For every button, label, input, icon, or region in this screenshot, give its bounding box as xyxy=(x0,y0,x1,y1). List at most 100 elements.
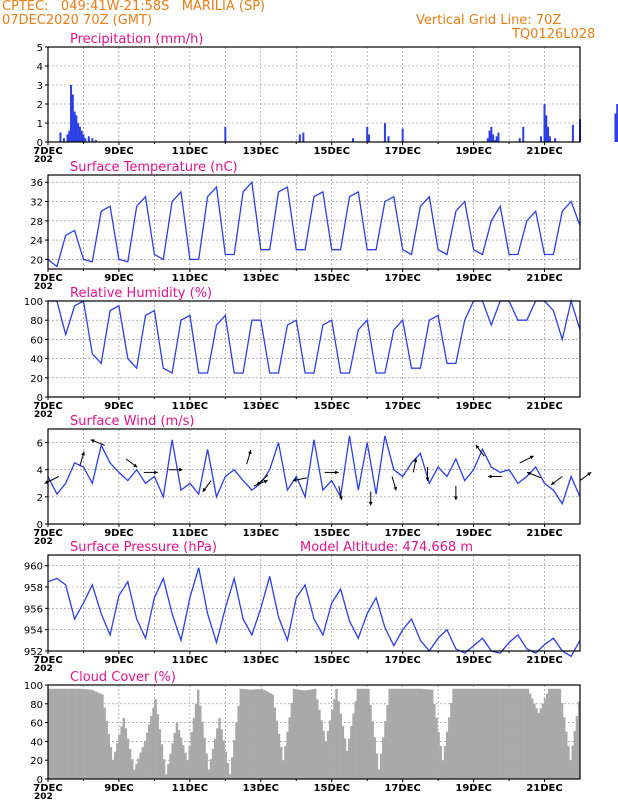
cloud-bar xyxy=(320,720,323,779)
cloud-bar xyxy=(213,738,217,779)
y-tick-label: 2 xyxy=(37,100,43,111)
cloud-bar xyxy=(537,713,540,779)
cloud-bar xyxy=(167,763,170,779)
y-tick-label: 20 xyxy=(30,374,43,385)
y-tick-label: 3 xyxy=(37,81,43,92)
cloud-bar xyxy=(290,703,294,779)
x-tick-label: 15DEC xyxy=(314,655,350,666)
cloud-bar xyxy=(554,688,557,779)
cloud-bar xyxy=(226,763,230,779)
cloud-bar xyxy=(371,721,374,779)
cloud-bar xyxy=(286,731,289,779)
cloud-bar xyxy=(184,752,187,779)
cloud-bar xyxy=(424,689,428,779)
cloud-bar xyxy=(128,748,132,779)
cloud-bar xyxy=(260,688,264,779)
precip-bar xyxy=(488,130,491,142)
cloud-bar xyxy=(388,688,391,779)
x-tick-label: 13DEC xyxy=(243,783,279,794)
cloud-bar xyxy=(450,703,453,779)
cloud-bar xyxy=(126,738,130,779)
cloud-bar xyxy=(403,688,406,779)
cloud-bar xyxy=(258,688,262,779)
cloud-bar xyxy=(207,769,211,779)
cloud-bar xyxy=(50,688,53,779)
x-tick-label: 13DEC xyxy=(243,401,279,412)
cloud-bar xyxy=(505,688,508,779)
cloud-bar xyxy=(482,688,485,779)
year-label: 202 xyxy=(34,792,53,800)
cloud-bar xyxy=(341,725,345,779)
cloud-bar xyxy=(65,688,68,779)
cloud-bar xyxy=(509,688,513,779)
cloud-bar xyxy=(99,693,102,779)
cloud-bar xyxy=(194,703,198,779)
cloud-bar xyxy=(239,688,242,779)
x-tick-label: 7DEC xyxy=(33,273,62,284)
x-tick-label: 11DEC xyxy=(172,655,208,666)
cloud-bar xyxy=(116,743,119,779)
wind-arrowhead xyxy=(90,439,95,443)
cloud-bar xyxy=(501,688,504,779)
wind-arrowhead xyxy=(488,474,492,479)
cloud-bar xyxy=(526,688,530,779)
cloud-bar xyxy=(165,774,168,779)
cloud-bar xyxy=(77,688,81,779)
cloud-bar xyxy=(94,691,98,779)
precip-bar xyxy=(547,126,550,142)
cloud-bar xyxy=(301,690,304,779)
precip-bar xyxy=(91,138,94,142)
precip-bar xyxy=(66,134,69,142)
precip-bar xyxy=(548,136,551,142)
year-label: 202 xyxy=(34,282,53,292)
cloud-bar xyxy=(479,688,483,779)
cloud-bar xyxy=(465,688,468,779)
x-tick-label: 9DEC xyxy=(104,528,133,539)
x-tick-label: 15DEC xyxy=(314,273,350,284)
cloud-bar xyxy=(130,759,134,779)
cloud-bar xyxy=(567,745,570,779)
x-tick-label: 21DEC xyxy=(526,655,562,666)
precip-bar xyxy=(493,140,496,142)
cloud-bar xyxy=(113,751,117,779)
y-tick-label: 24 xyxy=(30,236,43,247)
cloud-bar xyxy=(54,688,57,779)
cloud-bar xyxy=(507,688,511,779)
wind-arrowhead xyxy=(413,458,418,463)
cloud-bar xyxy=(56,688,59,779)
x-tick-label: 15DEC xyxy=(314,146,350,157)
panel-title: Cloud Cover (%) xyxy=(70,670,176,685)
cloud-bar xyxy=(277,733,281,779)
cloud-bar xyxy=(518,688,521,779)
wind-arrowhead xyxy=(202,487,207,492)
cloud-bar xyxy=(154,699,157,779)
cloud-bar xyxy=(201,721,204,779)
y-tick-label: 956 xyxy=(24,604,43,615)
precip-bar xyxy=(401,128,404,142)
grid-note: Vertical Grid Line: 70Z xyxy=(416,13,562,28)
cloud-bar xyxy=(573,730,577,779)
cloud-bar xyxy=(328,720,332,779)
cloud-bar xyxy=(439,746,442,779)
panel-title: Surface Pressure (hPa) xyxy=(70,540,217,555)
y-tick-label: 60 xyxy=(30,719,43,730)
x-tick-label: 17DEC xyxy=(384,655,420,666)
cloud-bar xyxy=(499,688,502,779)
cloud-bar xyxy=(528,693,532,779)
cloud-bar xyxy=(475,688,479,779)
wind-arrowhead xyxy=(335,470,339,475)
cloud-bar xyxy=(369,704,372,779)
cloud-bar xyxy=(177,730,181,779)
cloud-bar xyxy=(433,703,436,779)
precip-bar xyxy=(367,134,370,142)
cloud-bar xyxy=(75,688,79,779)
y-tick-label: 80 xyxy=(30,316,43,327)
cloud-bar xyxy=(335,688,338,779)
precip-bar xyxy=(75,115,78,142)
x-tick-label: 11DEC xyxy=(172,401,208,412)
cloud-bar xyxy=(386,704,389,779)
cloud-bar xyxy=(462,688,466,779)
cloud-bar xyxy=(273,707,276,779)
cloud-bar xyxy=(541,703,545,779)
cloud-bar xyxy=(431,689,434,779)
